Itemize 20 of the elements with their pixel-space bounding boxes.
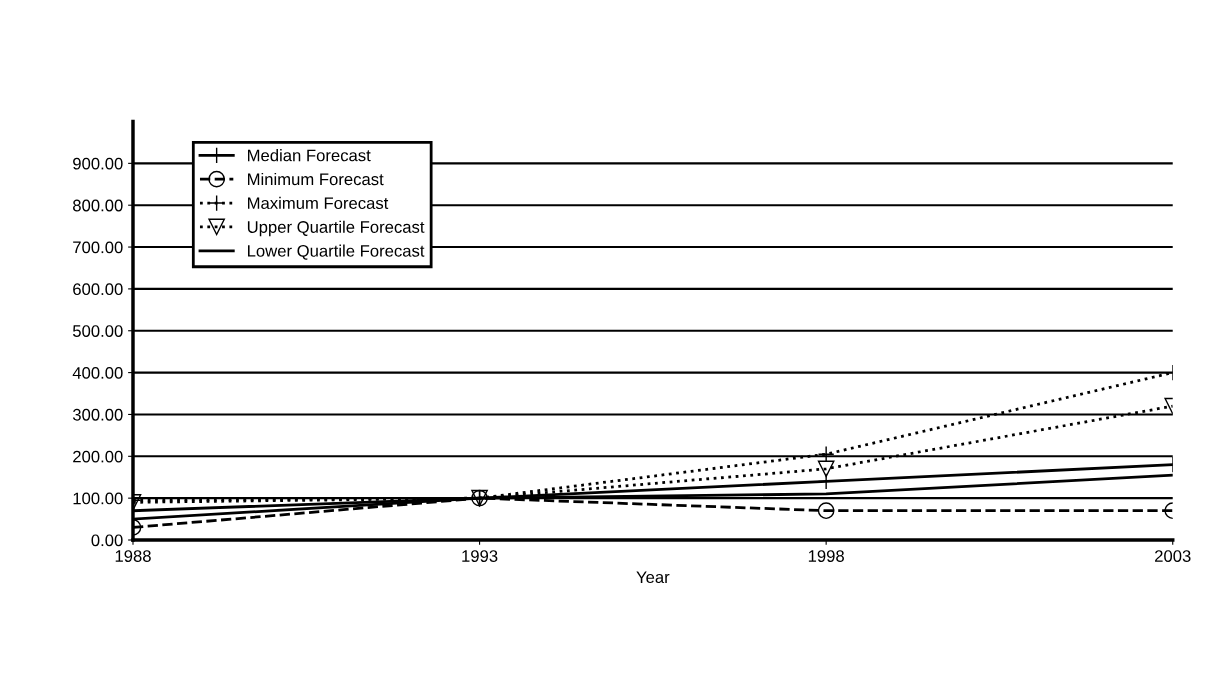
x-tick-label: 1998 bbox=[808, 550, 844, 562]
y-tick-label: 100.00 bbox=[73, 492, 123, 505]
y-tick-label: 400.00 bbox=[72, 367, 123, 379]
y-tick-label: 200.00 bbox=[73, 450, 123, 463]
legend-label: Upper Quartile Forecast bbox=[247, 220, 425, 237]
y-tick-label: 500.00 bbox=[72, 325, 123, 337]
y-tick-label: 0.00 bbox=[91, 534, 123, 547]
y-tick-label: 900.00 bbox=[73, 157, 123, 170]
x-tick-label: 2003 bbox=[1155, 550, 1191, 562]
x-tick-label: 1988 bbox=[115, 550, 151, 562]
y-tick-label: 700.00 bbox=[73, 241, 123, 254]
legend-label: Minimum Forecast bbox=[248, 172, 384, 186]
y-tick-label: 800.00 bbox=[73, 199, 123, 212]
legend-label: Median Forecast bbox=[248, 149, 371, 162]
legend-label: Maximum Forecast bbox=[248, 196, 389, 210]
x-axis-title: Year bbox=[636, 571, 670, 584]
y-tick-label: 600.00 bbox=[73, 283, 123, 296]
legend-label: Lower Quartile Forecast bbox=[248, 244, 425, 260]
x-tick-label: 1993 bbox=[462, 550, 498, 562]
y-tick-label: 300.00 bbox=[72, 408, 123, 421]
